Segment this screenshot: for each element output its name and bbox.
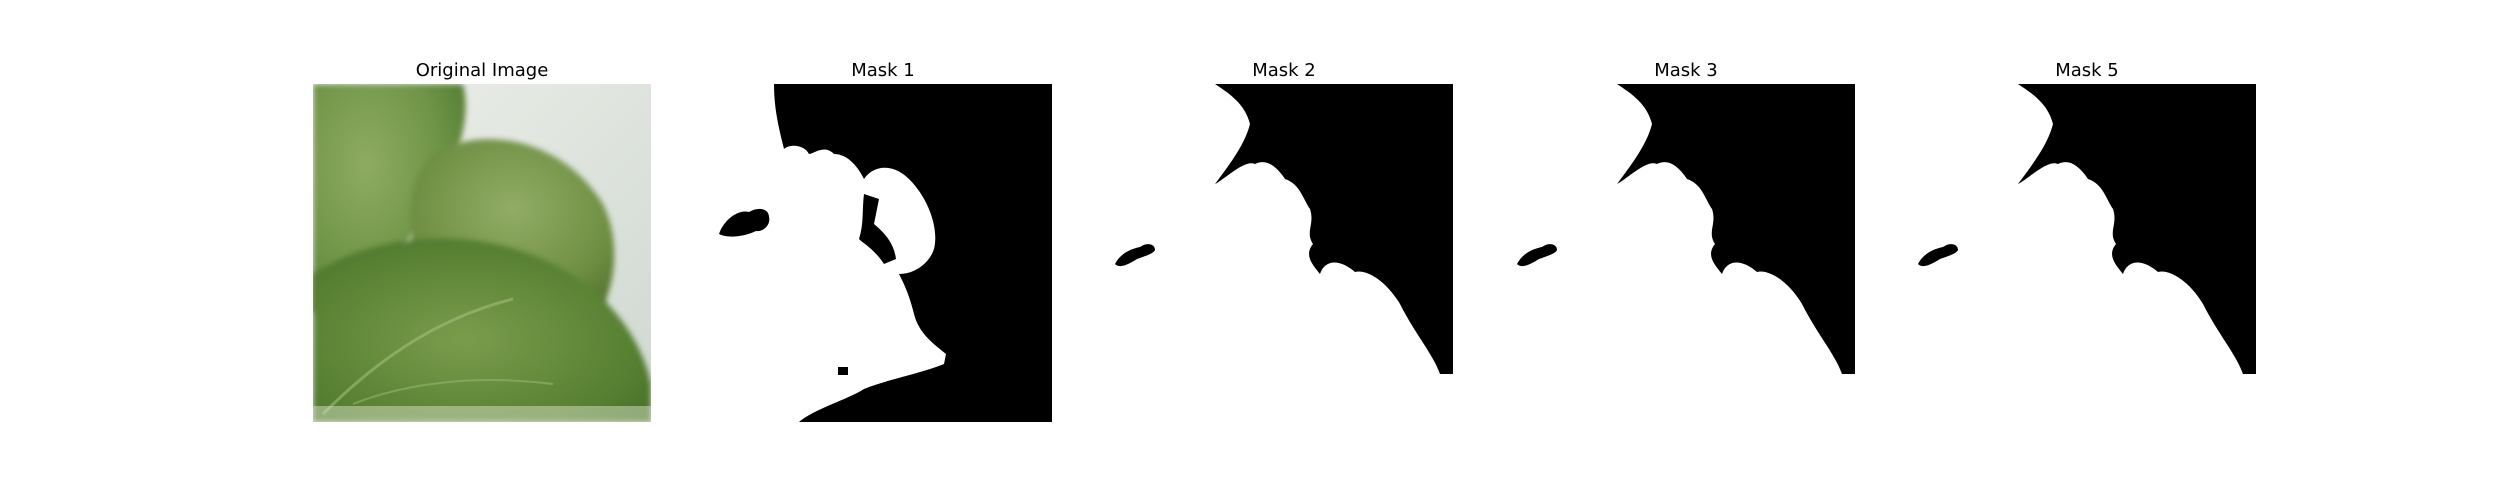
- leaf-vein: [321, 297, 514, 416]
- mask-3-background-region: [1617, 84, 1855, 374]
- panel-title-mask-1: Mask 1: [851, 60, 915, 81]
- panel-title-original-image: Original Image: [415, 60, 549, 81]
- mask-5-panel: [1918, 84, 2256, 422]
- mask-3-panel: [1517, 84, 1855, 422]
- mask-1-background-region: [774, 84, 1052, 422]
- mask-3-island-left: [1517, 244, 1557, 267]
- mask-2-background-region: [1215, 84, 1453, 374]
- mask-1-image: [714, 84, 1052, 422]
- original-image: [313, 84, 651, 422]
- panel-title-mask-2: Mask 2: [1252, 60, 1316, 81]
- mask-1-speck: [838, 367, 848, 375]
- photo-bottom-highlight: [313, 406, 651, 422]
- mask-5-background-region: [2018, 84, 2256, 374]
- mask-2-panel: [1115, 84, 1453, 422]
- mask-3-image: [1517, 84, 1855, 422]
- mask-1-hole-center: [859, 194, 896, 264]
- original-image-panel: [313, 84, 651, 422]
- leaf-vein-2: [352, 379, 554, 405]
- mask-5-image: [1918, 84, 2256, 422]
- mask-2-island-left: [1115, 244, 1155, 267]
- mask-1-white-notch: [874, 175, 924, 249]
- panel-title-mask-5: Mask 5: [2055, 60, 2119, 81]
- mask-5-island-left: [1918, 244, 1958, 267]
- mask-2-image: [1115, 84, 1453, 422]
- mask-1-island-left: [719, 208, 770, 237]
- mask-1-panel: [714, 84, 1052, 422]
- leaf-lower: [313, 238, 651, 422]
- panel-title-mask-3: Mask 3: [1654, 60, 1718, 81]
